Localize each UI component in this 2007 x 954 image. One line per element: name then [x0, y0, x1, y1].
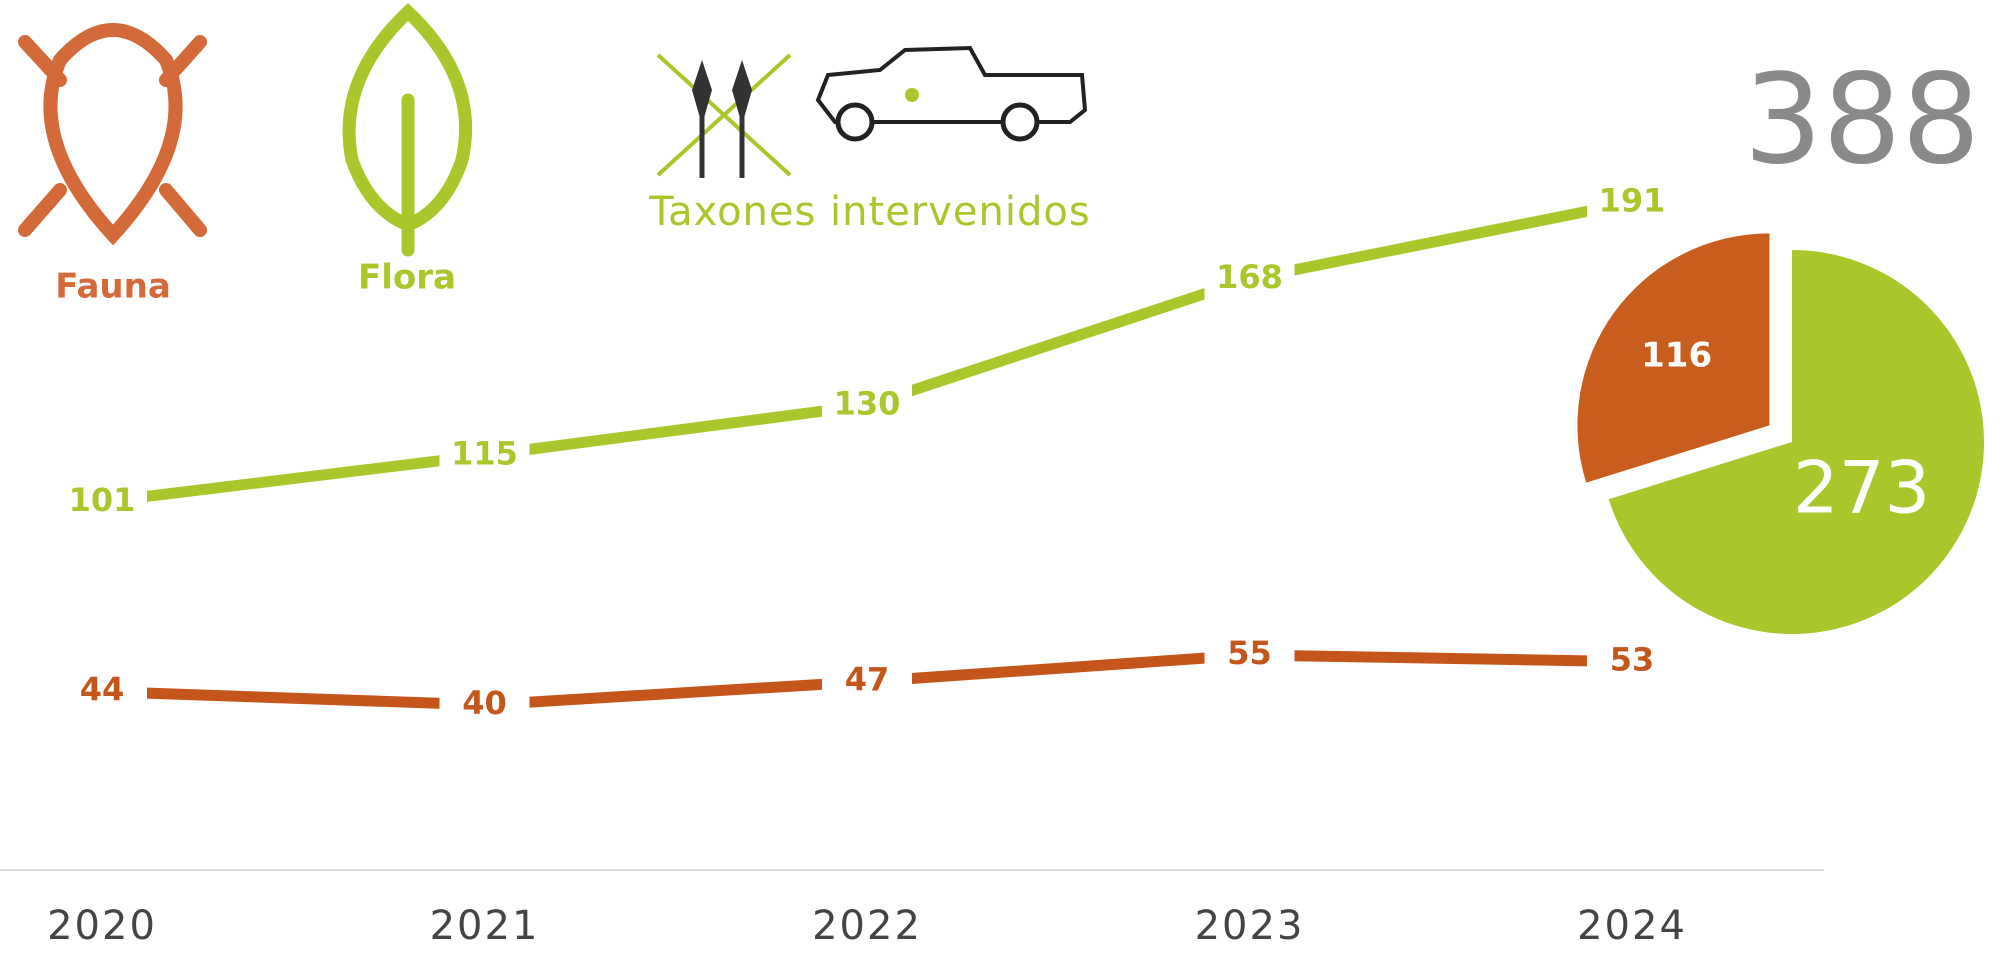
data-label: 168: [1216, 258, 1283, 296]
legend-label: Flora: [358, 258, 456, 298]
slice-label: 116: [1641, 336, 1712, 376]
flora-icon: [342, 3, 473, 257]
data-label: 40: [462, 684, 507, 722]
label-gap: [439, 678, 530, 731]
label-gap: [1204, 628, 1295, 681]
data-label: 115: [451, 434, 518, 472]
data-label: 191: [1599, 181, 1666, 219]
pie-slice: [1577, 233, 1770, 483]
data-label: 55: [1227, 634, 1272, 672]
fauna-icon: [18, 23, 207, 246]
data-label: 44: [80, 671, 125, 709]
slice-label: 273: [1793, 446, 1930, 530]
label-gap: [1587, 635, 1677, 688]
label-gap: [1204, 252, 1295, 305]
legend-label: Fauna: [55, 267, 171, 307]
label-gap: [822, 655, 912, 708]
x-tick-label: 2021: [430, 903, 540, 949]
taxa-icon: [656, 45, 1088, 178]
chart-title: Taxones intervenidos: [648, 189, 1090, 235]
label-gap: [822, 379, 912, 432]
label-gap: [57, 665, 147, 718]
data-label: 101: [69, 481, 136, 519]
data-label: 47: [845, 661, 890, 699]
series-line: [101, 196, 1634, 508]
pie-slice: [1608, 250, 1984, 634]
pie-total: 388: [1744, 48, 1981, 192]
label-gap: [57, 475, 147, 528]
label-gap: [439, 429, 530, 482]
x-tick-label: 2024: [1577, 903, 1687, 949]
x-tick-label: 2022: [812, 903, 922, 949]
data-label: 53: [1610, 641, 1655, 679]
data-label: 130: [834, 384, 901, 422]
label-gap: [1587, 176, 1677, 229]
x-tick-label: 2020: [47, 903, 157, 949]
x-tick-label: 2023: [1195, 903, 1305, 949]
